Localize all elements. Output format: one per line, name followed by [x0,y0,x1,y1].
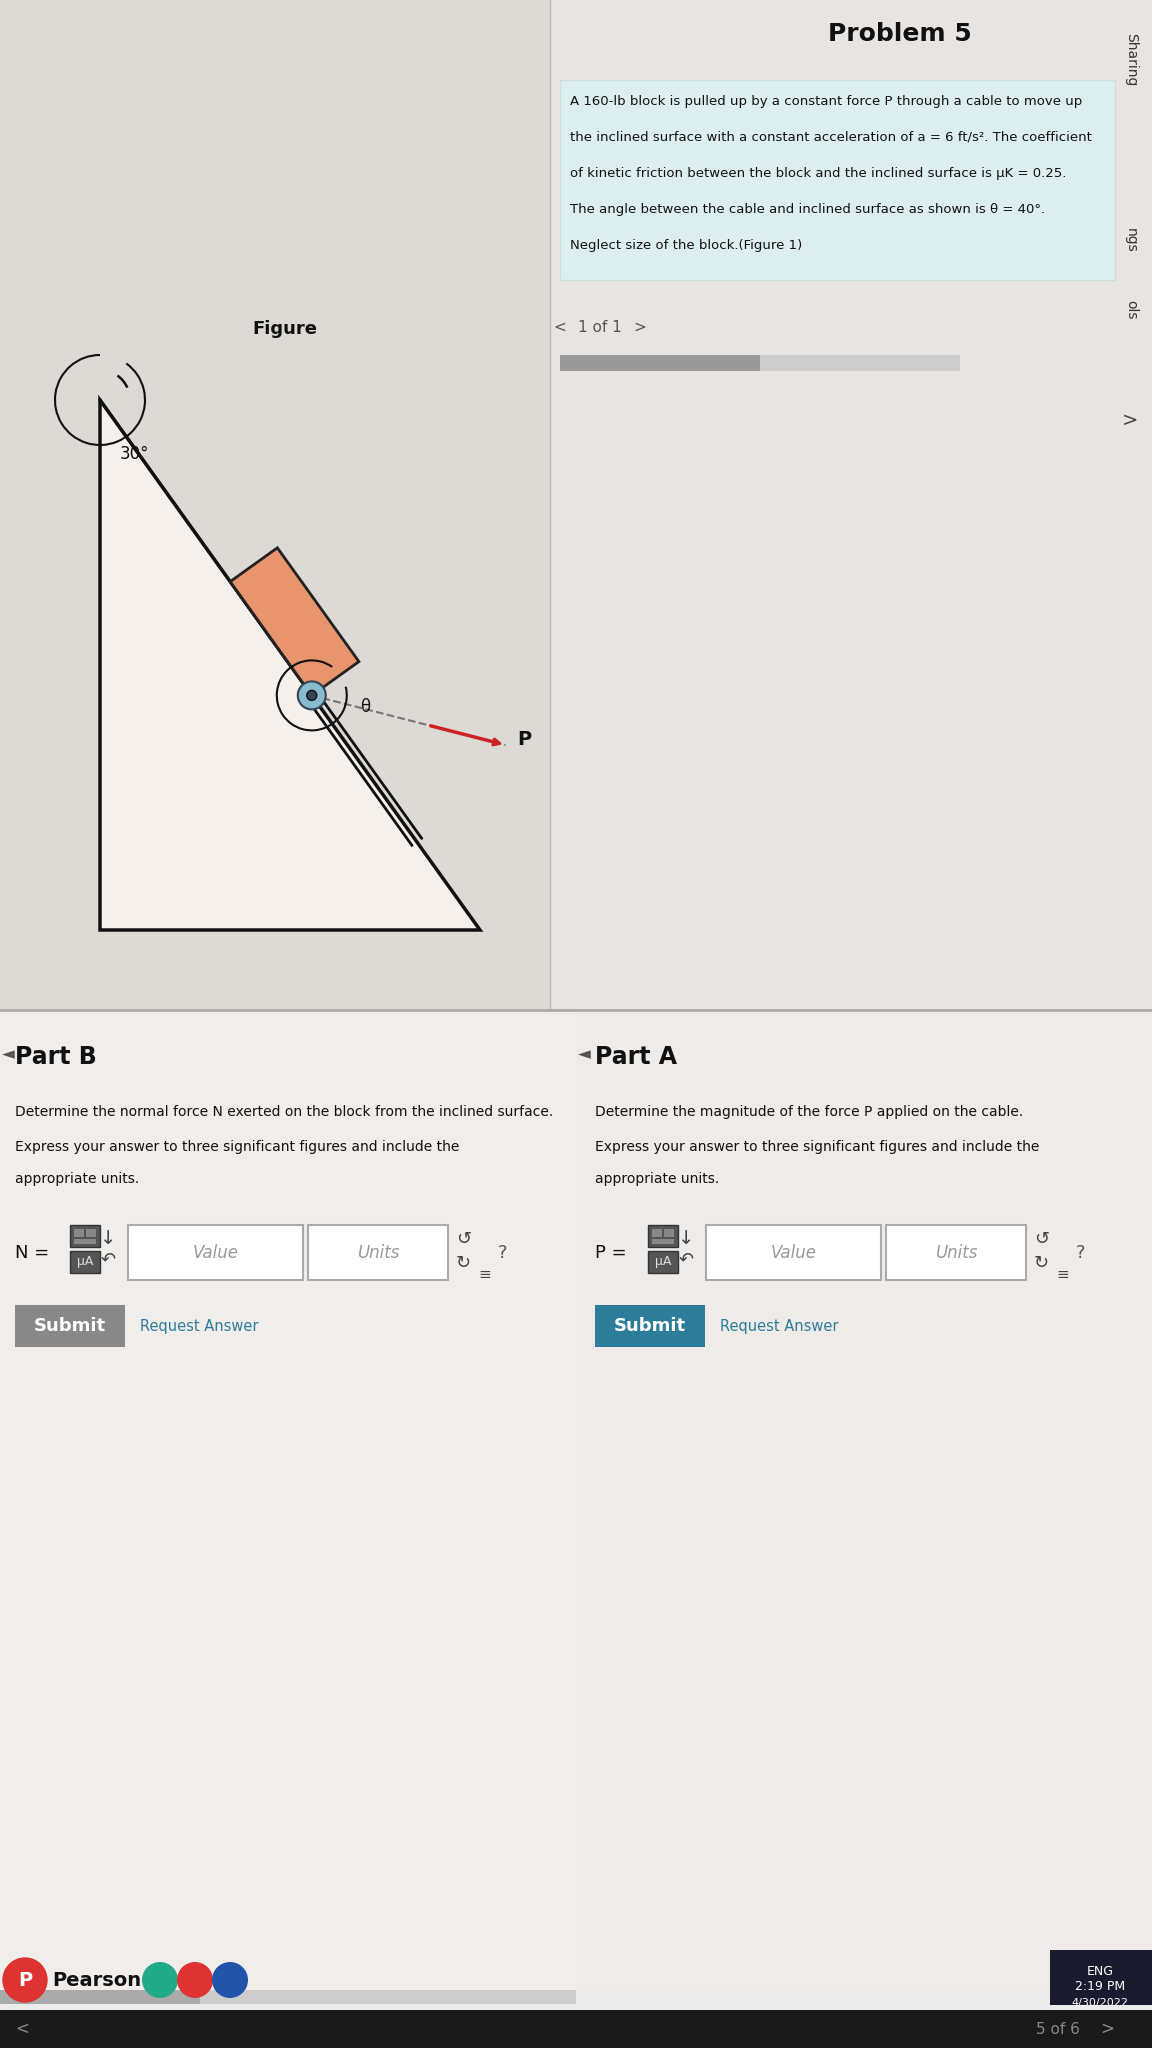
Text: 5 of 6: 5 of 6 [1036,2021,1081,2036]
Text: the inclined surface with a constant acceleration of a = 6 ft/s². The coefficien: the inclined surface with a constant acc… [570,131,1092,143]
Text: Submit: Submit [614,1317,687,1335]
Bar [70,1225,100,1247]
Circle shape [142,1962,179,1999]
Text: 4/30/2022: 4/30/2022 [1071,1999,1129,2007]
Text: P: P [18,1970,32,1989]
Text: ↺: ↺ [456,1231,471,1247]
Bar [308,1225,448,1280]
Bar [128,1225,303,1280]
Text: Submit: Submit [33,1317,106,1335]
Text: ◄: ◄ [2,1044,15,1063]
Bar [70,1251,100,1274]
Text: Problem 5: Problem 5 [828,23,972,45]
Text: Value: Value [771,1243,817,1262]
Circle shape [212,1962,248,1999]
Text: ?: ? [498,1243,508,1262]
Text: >: > [634,319,646,336]
Text: Units: Units [357,1243,400,1262]
Text: A 160-lb block is pulled up by a constant force P through a cable to move up: A 160-lb block is pulled up by a constan… [570,94,1082,109]
Bar [0,1010,576,1991]
Bar [0,1991,200,2005]
Bar [647,1251,679,1274]
Text: of kinetic friction between the block and the inclined surface is μK = 0.25.: of kinetic friction between the block an… [570,168,1067,180]
Bar [86,1229,96,1237]
Text: Pearson: Pearson [52,1970,142,1989]
Text: ↻: ↻ [1034,1253,1049,1272]
Text: μA: μA [654,1255,672,1268]
Text: appropriate units.: appropriate units. [594,1171,719,1186]
Bar [652,1229,662,1237]
Bar [0,2009,1152,2048]
Bar [74,1239,96,1243]
Text: 1 of 1: 1 of 1 [578,319,622,336]
Bar [0,0,550,1010]
Bar [594,1305,705,1348]
Bar [886,1225,1026,1280]
Text: 2:19 PM: 2:19 PM [1075,1980,1126,1993]
Text: θ: θ [361,698,371,715]
Text: <: < [15,2019,29,2038]
Circle shape [177,1962,213,1999]
Text: >: > [1100,2019,1114,2038]
Bar [647,1225,679,1247]
Bar [560,354,760,371]
Bar [0,1991,576,2005]
Text: ↻: ↻ [456,1253,471,1272]
Text: 30°: 30° [120,444,150,463]
Text: Part A: Part A [594,1044,677,1069]
Text: The angle between the cable and inclined surface as shown is θ = 40°.: The angle between the cable and inclined… [570,203,1045,215]
Polygon shape [100,399,480,930]
Bar [576,1010,1152,1991]
Text: ↓: ↓ [677,1229,695,1249]
Text: appropriate units.: appropriate units. [15,1171,139,1186]
Text: Part B: Part B [15,1044,97,1069]
Text: ?: ? [1076,1243,1085,1262]
Text: ↶: ↶ [100,1251,115,1270]
Text: Express your answer to three significant figures and include the: Express your answer to three significant… [15,1141,460,1153]
Text: N =: N = [15,1243,50,1262]
Bar [664,1229,674,1237]
Text: Determine the normal force N exerted on the block from the inclined surface.: Determine the normal force N exerted on … [15,1106,553,1118]
Text: P: P [517,731,532,750]
Text: ↺: ↺ [1034,1231,1049,1247]
Bar [1049,1950,1152,2005]
Text: Request Answer: Request Answer [720,1319,839,1333]
Text: Neglect size of the block.(Figure 1): Neglect size of the block.(Figure 1) [570,240,802,252]
Bar [652,1239,674,1243]
Text: >: > [1122,410,1138,430]
Text: Request Answer: Request Answer [141,1319,258,1333]
Bar [560,80,1115,281]
Bar [0,1010,1152,2048]
Text: μA: μA [77,1255,93,1268]
Text: ◄: ◄ [578,1044,591,1063]
Text: Express your answer to three significant figures and include the: Express your answer to three significant… [594,1141,1039,1153]
Bar [560,354,960,371]
Circle shape [3,1958,47,2003]
Text: ↶: ↶ [679,1251,694,1270]
Text: ols: ols [1124,301,1138,319]
Bar [550,0,1152,1010]
Bar [74,1229,84,1237]
Bar [15,1305,126,1348]
Text: ngs: ngs [1124,227,1138,252]
Text: Sharing: Sharing [1124,33,1138,86]
Circle shape [306,690,317,700]
Text: ≡: ≡ [478,1268,491,1282]
Text: Figure: Figure [252,319,318,338]
Text: P =: P = [594,1243,627,1262]
Text: ENG: ENG [1086,1964,1114,1978]
Text: ↓: ↓ [100,1229,116,1249]
Text: Determine the magnitude of the force P applied on the cable.: Determine the magnitude of the force P a… [594,1106,1023,1118]
Text: Value: Value [192,1243,238,1262]
Text: Units: Units [934,1243,977,1262]
Text: ≡: ≡ [1056,1268,1069,1282]
Text: <: < [554,319,567,336]
Circle shape [297,682,326,709]
Bar [706,1225,881,1280]
Polygon shape [230,547,359,696]
Bar [0,0,1152,1010]
